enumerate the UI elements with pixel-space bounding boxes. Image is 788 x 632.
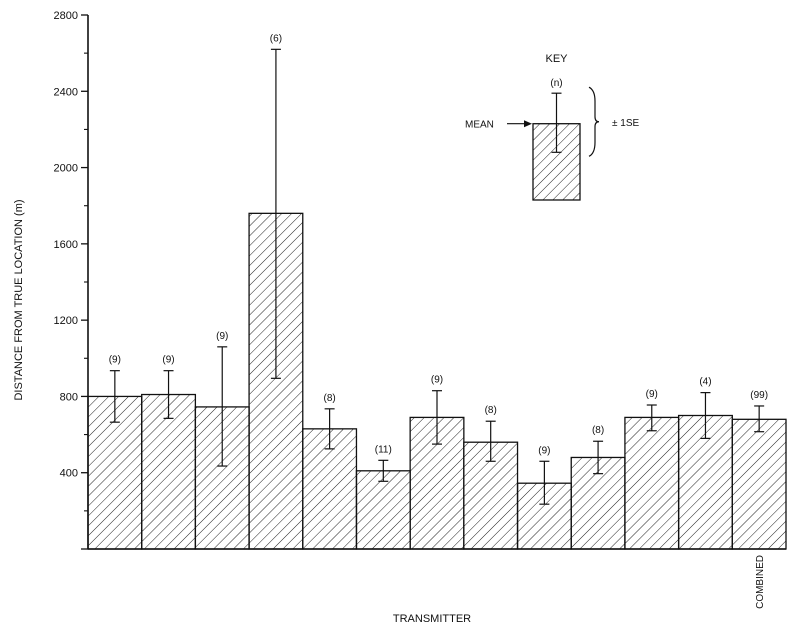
sample-size-label: (9) [109, 355, 121, 366]
x-axis-label: TRANSMITTER [393, 613, 471, 625]
y-tick-label: 1200 [54, 315, 78, 327]
key-mean-arrow-head [524, 120, 532, 128]
bar [731, 418, 787, 550]
key-se-label: ± 1SE [612, 118, 639, 129]
sample-size-label: (4) [699, 377, 711, 388]
sample-size-label: (11) [375, 444, 392, 455]
bar [624, 416, 680, 550]
y-tick-label: 2800 [54, 10, 78, 22]
category-label: COMBINED [755, 555, 766, 609]
sample-size-label: (9) [538, 445, 550, 456]
sample-size-label: (9) [431, 375, 443, 386]
key: KEY (n) MEAN ± 1SE [465, 53, 639, 201]
y-axis-label: DISTANCE FROM TRUE LOCATION (m) [13, 199, 25, 400]
y-tick-label: 1600 [54, 239, 78, 251]
bar [141, 393, 197, 550]
y-tick-label: 400 [60, 468, 78, 480]
y-tick-label: 800 [60, 391, 78, 403]
sample-size-label: (6) [270, 33, 282, 44]
bars: (9) (9) (9) (6) (8) (11) (9) (8) (9) (8) (9) (4) (99… [87, 33, 787, 609]
key-title: KEY [545, 53, 568, 65]
sample-size-label: (8) [485, 405, 497, 416]
key-n-label: (n) [550, 78, 562, 89]
sample-size-label: (9) [216, 331, 228, 342]
sample-size-label: (9) [646, 389, 658, 400]
sample-size-label: (8) [323, 393, 335, 404]
y-tick-label: 2400 [54, 86, 78, 98]
sample-size-label: (99) [750, 390, 768, 401]
sample-size-label: (9) [162, 355, 174, 366]
bar [355, 470, 411, 550]
key-se-brace [588, 86, 600, 157]
key-mean-label: MEAN [465, 120, 494, 131]
y-tick-label: 2000 [54, 163, 78, 175]
sample-size-label: (8) [592, 425, 604, 436]
